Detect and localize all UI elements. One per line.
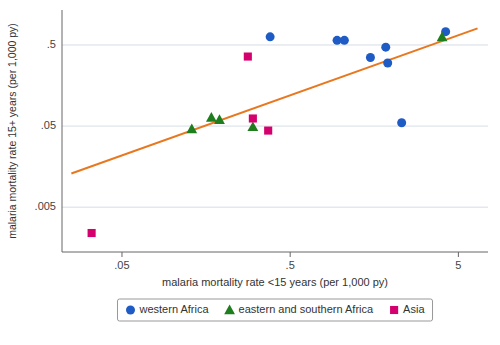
point (206, 112, 217, 122)
grid (62, 45, 488, 207)
x-tick (458, 252, 459, 257)
legend-item: western Africa (126, 303, 209, 315)
point (381, 43, 390, 52)
legend-box (117, 299, 432, 321)
series-points (88, 53, 273, 238)
grid-line (62, 207, 488, 208)
point (266, 32, 275, 41)
point (383, 58, 392, 67)
point (244, 53, 252, 61)
x-axis-line (62, 252, 488, 253)
series-points (266, 27, 451, 127)
point (366, 53, 375, 62)
x-tick (290, 252, 291, 257)
y-tick-label: .05 (41, 119, 56, 131)
fit-line (71, 28, 477, 173)
point (397, 118, 406, 127)
legend-swatch (390, 306, 398, 314)
x-tick-label: .5 (286, 259, 295, 271)
chart: .005 .05 .5 .05 .5 5 malaria mortality rate <1… (0, 0, 500, 345)
legend-swatch (126, 306, 135, 315)
x-axis-label: malaria mortality rate <15 years (per 1,… (162, 276, 388, 288)
x-tick-label: 5 (455, 259, 461, 271)
point (214, 114, 225, 124)
legend-label: Asia (403, 303, 425, 315)
grid-line (62, 44, 488, 45)
legend-label: western Africa (138, 303, 209, 315)
legend-item: Asia (390, 303, 425, 315)
plot-area (62, 10, 488, 252)
point (264, 127, 272, 135)
x-tick (121, 252, 122, 257)
legend-label: eastern and southern Africa (239, 303, 374, 315)
legend: western Africa eastern and southern Afric… (117, 299, 432, 321)
legend-item: eastern and southern Africa (224, 303, 374, 315)
grid-line (62, 126, 488, 127)
y-tick-label: .005 (35, 200, 56, 212)
point (186, 124, 197, 134)
y-axis-label: malaria mortality rate 15+ years (per 1,… (6, 23, 18, 239)
y-tick-label: .5 (47, 38, 56, 50)
y-axis-line (62, 10, 63, 252)
series-points (186, 31, 447, 133)
legend-swatch (224, 305, 235, 315)
point (437, 31, 448, 41)
marks (71, 27, 477, 237)
point (249, 114, 257, 122)
point (340, 36, 349, 45)
point (247, 121, 258, 131)
x-tick-label: .05 (114, 259, 129, 271)
point (88, 229, 96, 237)
